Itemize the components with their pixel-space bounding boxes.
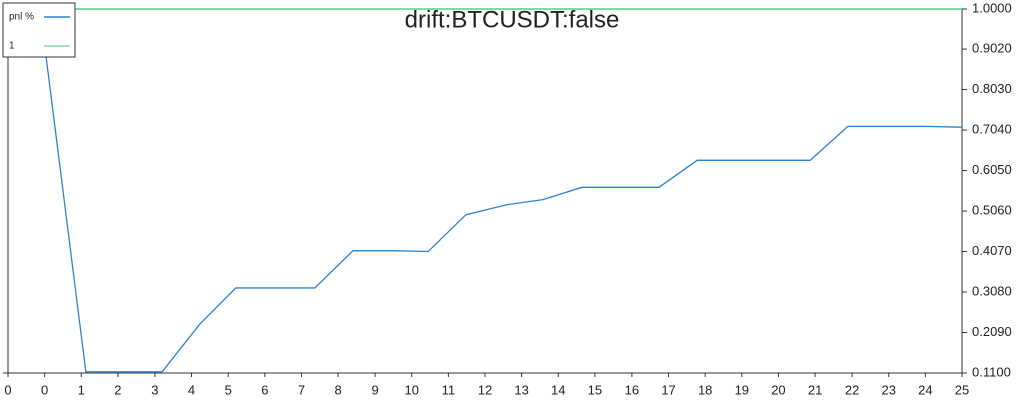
- x-tick-label: 14: [551, 382, 565, 397]
- legend-label: 1: [9, 41, 15, 52]
- y-tick-label: 0.9020: [972, 41, 1012, 56]
- x-tick-label: 20: [771, 382, 785, 397]
- x-tick-label: 21: [808, 382, 822, 397]
- legend: pnl % 1: [2, 2, 76, 58]
- y-tick-label: 0.4070: [972, 243, 1012, 258]
- x-tick-label: 12: [478, 382, 492, 397]
- x-tick-label: 23: [881, 382, 895, 397]
- x-tick-label: 16: [625, 382, 639, 397]
- x-tick-label: 4: [188, 382, 195, 397]
- chart-title: drift:BTCUSDT:false: [405, 6, 620, 33]
- x-tick-label: 1: [78, 382, 85, 397]
- y-tick-label: 0.2090: [972, 324, 1012, 339]
- x-tick-label: 15: [588, 382, 602, 397]
- x-tick-label: 2: [114, 382, 121, 397]
- x-tick-label: 24: [918, 382, 932, 397]
- y-tick-label: 0.7040: [972, 121, 1012, 136]
- x-tick-label: 25: [955, 382, 969, 397]
- x-tick-label: 0: [4, 382, 11, 397]
- y-tick-label: 0.1100: [972, 364, 1011, 379]
- x-tick-label: 10: [404, 382, 418, 397]
- y-tick-label: 0.6050: [972, 162, 1012, 177]
- x-tick-label: 7: [298, 382, 305, 397]
- y-tick-label: 0.3080: [972, 283, 1012, 298]
- x-tick-label: 17: [661, 382, 675, 397]
- x-tick-label: 8: [334, 382, 341, 397]
- legend-label: pnl %: [9, 12, 34, 23]
- x-tick-label: 3: [151, 382, 158, 397]
- legend-box: [2, 2, 76, 58]
- x-tick-label: 9: [371, 382, 378, 397]
- series-line: [39, 8, 963, 373]
- x-tick-label: 13: [514, 382, 528, 397]
- x-tick-label: 6: [261, 382, 268, 397]
- x-tick-label: 11: [442, 382, 456, 397]
- y-tick-label: 0.8030: [972, 81, 1012, 96]
- x-tick-label: 5: [225, 382, 232, 397]
- x-tick-label: 19: [735, 382, 749, 397]
- x-tick-label: 18: [698, 382, 712, 397]
- x-tick-label: 22: [845, 382, 859, 397]
- y-tick-label: 0.5060: [972, 202, 1012, 217]
- y-tick-label: 1.0000: [972, 0, 1012, 15]
- x-tick-label: 0: [41, 382, 48, 397]
